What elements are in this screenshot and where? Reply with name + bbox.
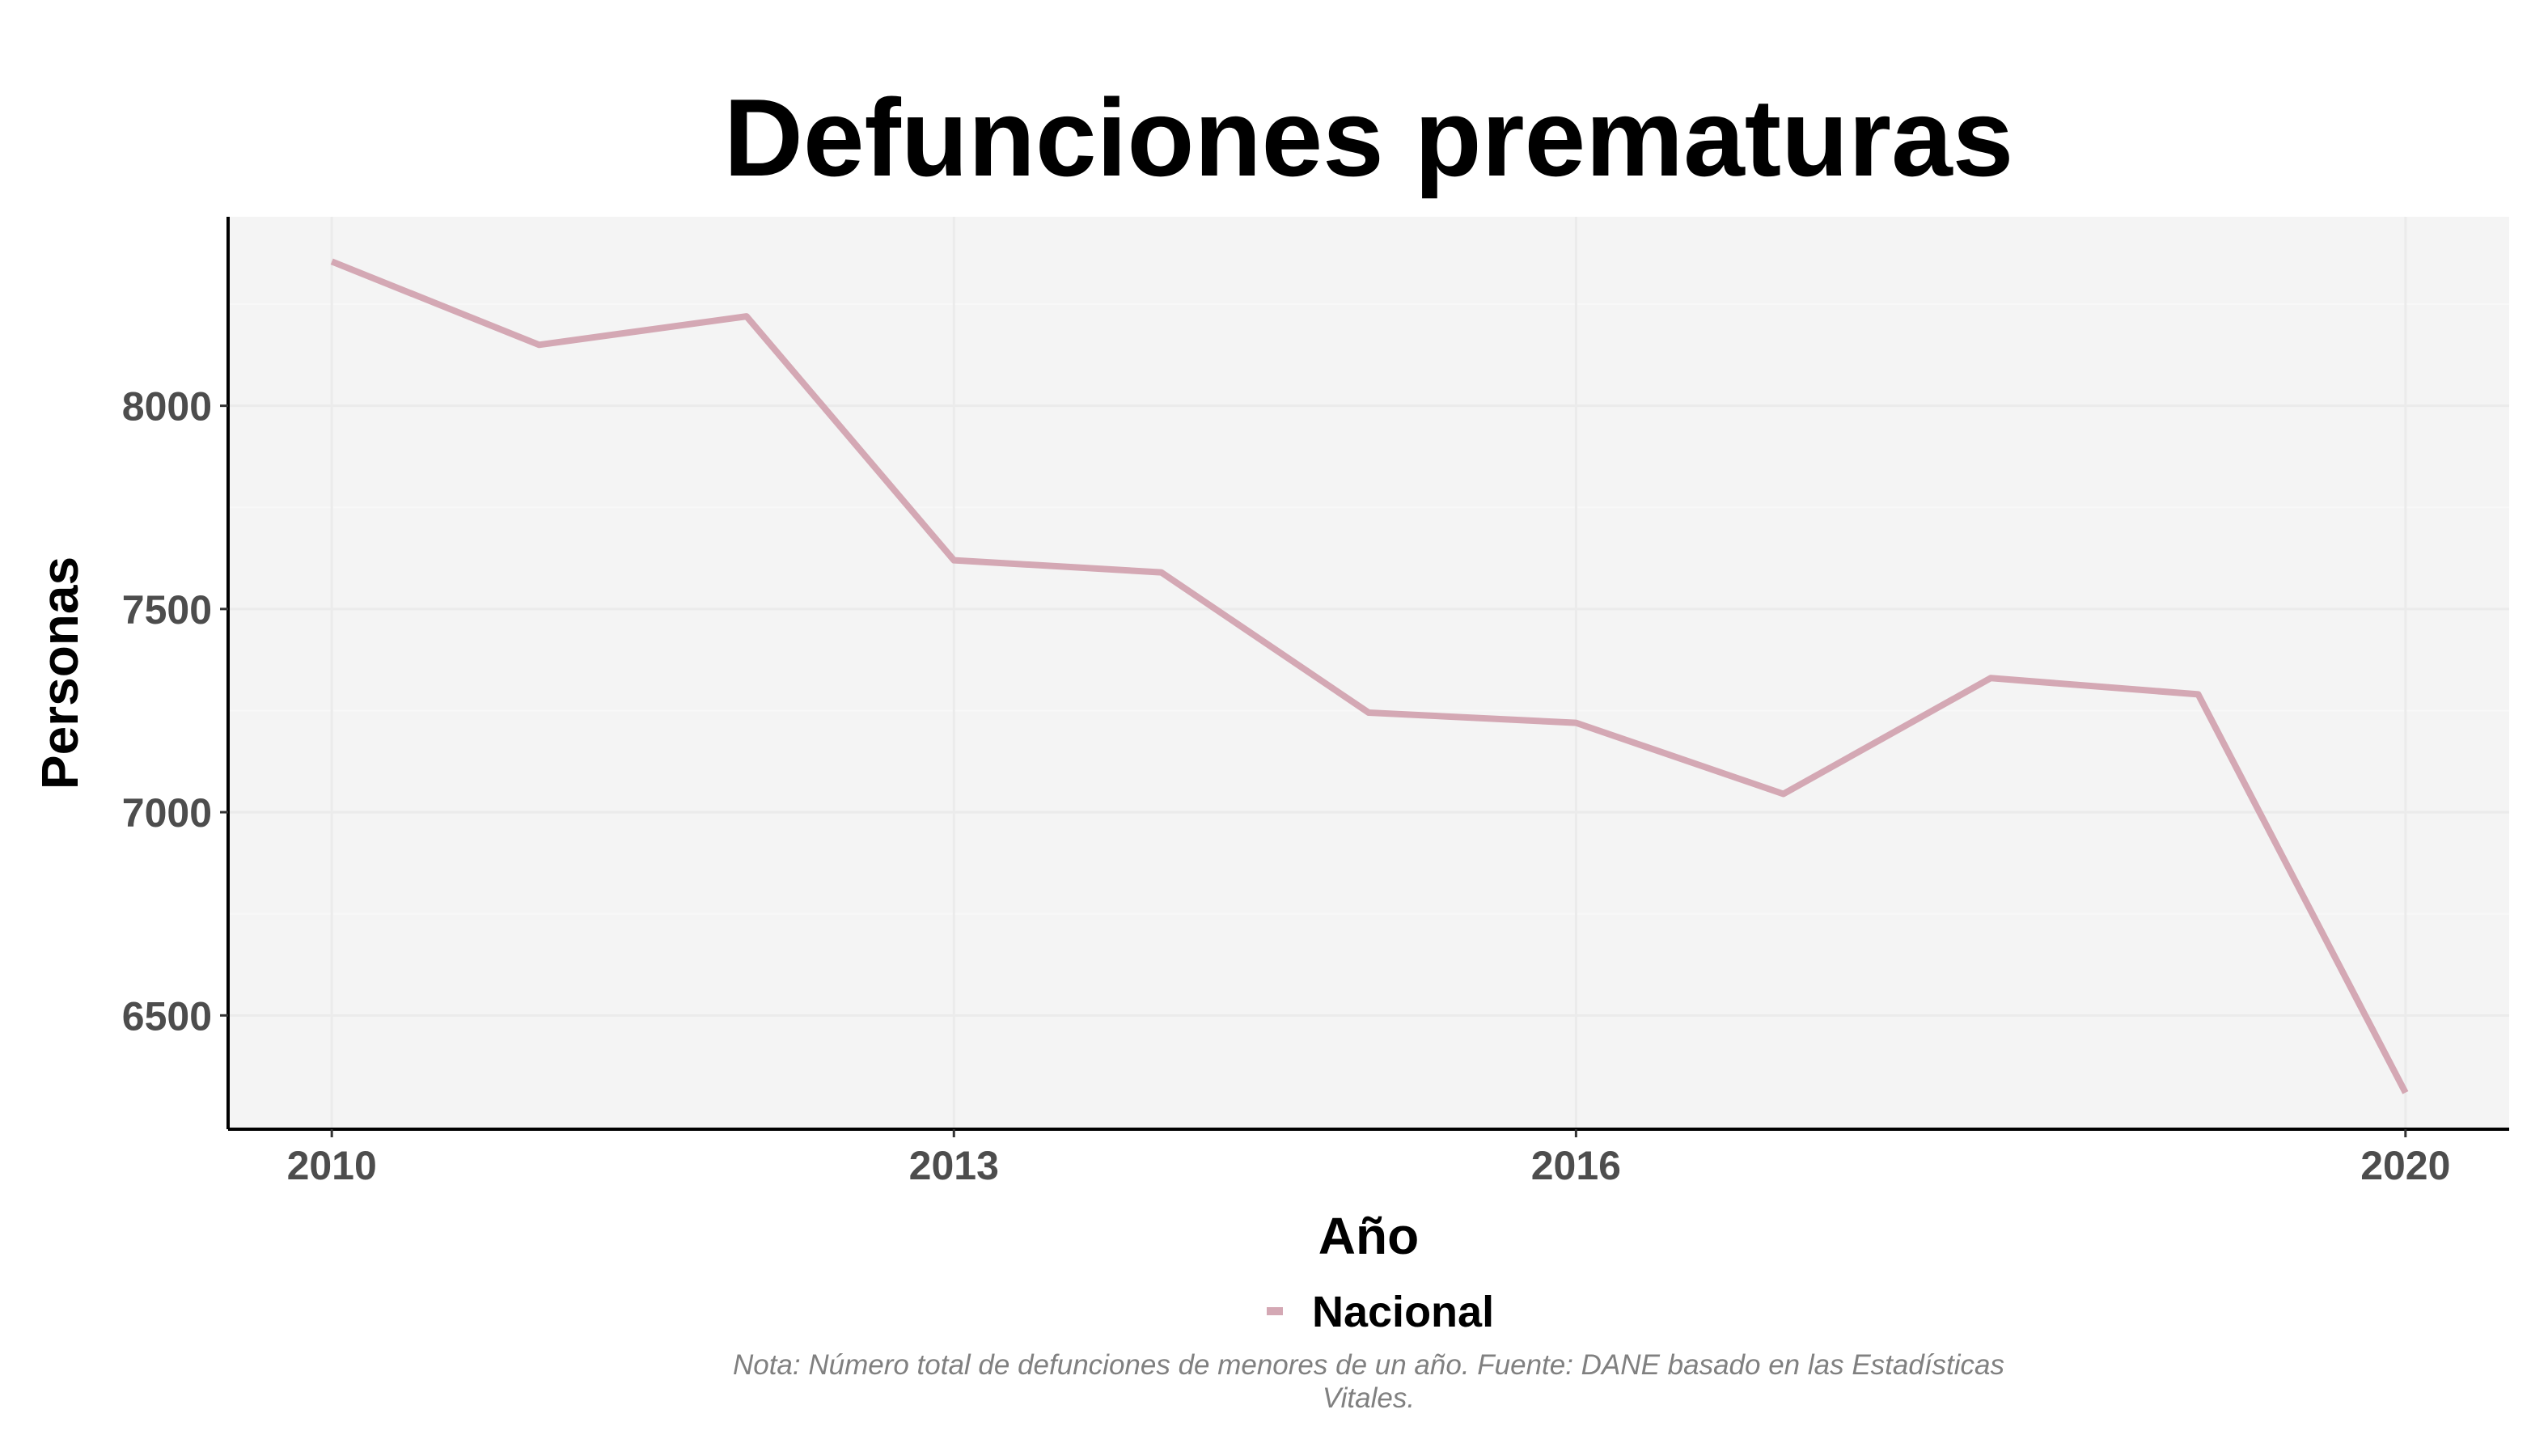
series-lines [330, 258, 2409, 1094]
tick-labels: 6500 7000 7500 8000 2010 2013 2016 2020 [122, 384, 2451, 1188]
x-tick-label: 2010 [287, 1143, 377, 1188]
caption-line-2: Vitales. [1323, 1382, 1415, 1414]
y-tick-label: 8000 [122, 384, 212, 430]
grid-lines [228, 217, 2509, 1129]
y-tick-label: 6500 [122, 993, 212, 1039]
x-tick-label: 2016 [1531, 1143, 1621, 1188]
series-line-nacional [330, 258, 2409, 1094]
x-axis-title: Año [1318, 1207, 1419, 1265]
x-tick-label: 2013 [909, 1143, 999, 1188]
y-tick-label: 7500 [122, 587, 212, 633]
legend-label-nacional: Nacional [1312, 1288, 1494, 1336]
caption-line-1: Nota: Número total de defunciones de men… [733, 1349, 2004, 1381]
y-tick-label: 7000 [122, 790, 212, 836]
axis-ticks [220, 404, 2407, 1137]
y-axis-title: Personas [31, 557, 89, 789]
plot-panel [228, 217, 2509, 1129]
x-tick-label: 2020 [2360, 1143, 2450, 1188]
chart-title: Defunciones prematuras [724, 76, 2014, 199]
legend: Nacional [1267, 1288, 1494, 1336]
